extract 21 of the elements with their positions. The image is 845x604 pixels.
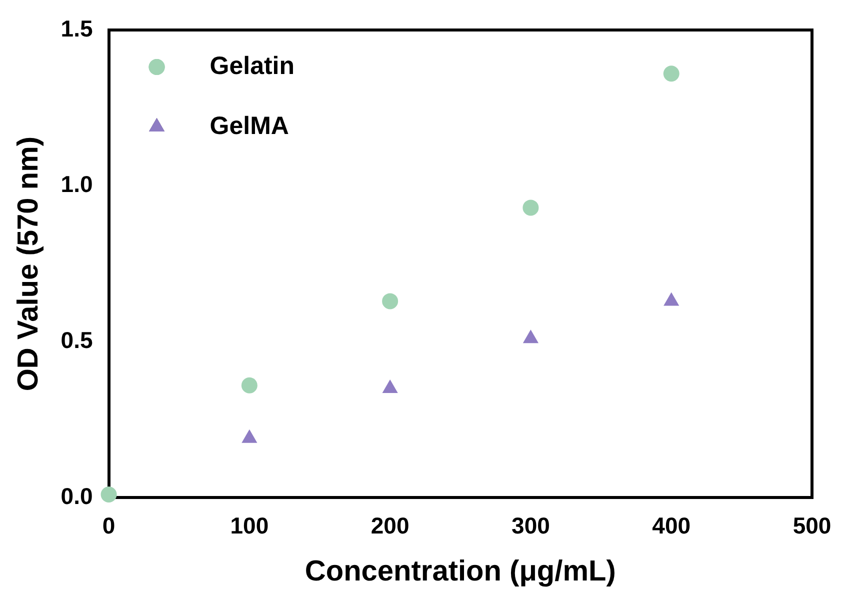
- y-tick-label: 1.5: [60, 15, 93, 42]
- y-tick-label: 0.0: [60, 482, 93, 509]
- point: [663, 66, 680, 82]
- x-axis-title: Concentration (μg/mL): [304, 556, 616, 588]
- x-tick-label: 0: [102, 512, 116, 539]
- x-tick-label: 100: [230, 512, 269, 539]
- x-tick-label: 200: [370, 512, 410, 539]
- legend-label: Gelatin: [210, 52, 295, 80]
- x-tick-label: 500: [792, 512, 832, 539]
- legend-label: GelMA: [210, 112, 289, 140]
- point: [382, 379, 398, 393]
- point: [242, 429, 258, 443]
- point: [522, 200, 539, 216]
- point: [522, 330, 539, 344]
- x-tick-label: 300: [512, 512, 550, 539]
- point: [664, 292, 680, 306]
- y-tick-label: 1.0: [60, 171, 93, 198]
- y-axis-title: OD Value (570 nm): [12, 136, 44, 392]
- point: [382, 293, 398, 310]
- y-tick-label: 0.5: [60, 327, 93, 354]
- x-tick-label: 400: [652, 512, 691, 539]
